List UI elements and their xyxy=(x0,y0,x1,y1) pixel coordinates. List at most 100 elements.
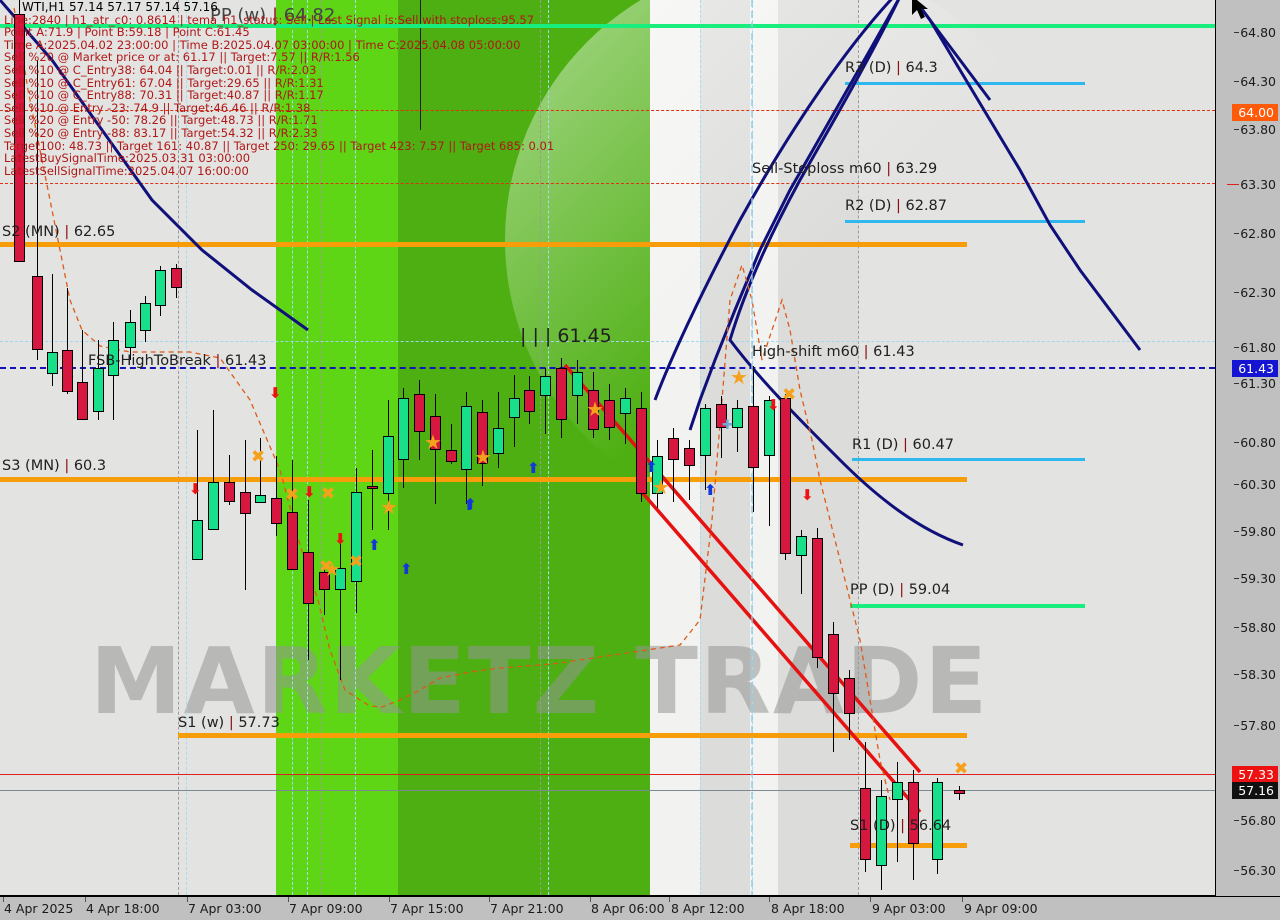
time-tick: 9 Apr 09:00 xyxy=(964,901,1038,916)
time-tick: 8 Apr 18:00 xyxy=(771,901,845,916)
price-tick: 58.30 xyxy=(1234,667,1276,682)
info-line: Time A:2025.04.02 23:00:00 | Time B:2025… xyxy=(4,37,521,52)
time-tick-sep xyxy=(962,897,963,902)
sell-arrow-icon: ⬇ xyxy=(189,480,202,498)
info-panel: WTI,H1 57.14 57.17 57.14 57.16 Line:2840… xyxy=(4,1,554,177)
price-tick: 61.80 xyxy=(1234,340,1276,355)
price-tick: 63.30 xyxy=(1227,177,1276,192)
time-tick-sep xyxy=(187,897,188,902)
info-line: LatestBuySignalTime:2025.03.31 03:00:00 xyxy=(4,151,251,166)
cross-marker-icon: ✖ xyxy=(319,557,334,577)
time-tick: 8 Apr 06:00 xyxy=(591,901,665,916)
label-s3-mn: S3 (MN) | 60.3 xyxy=(2,458,107,474)
buy-arrow-icon: ⬆ xyxy=(400,560,413,578)
level-line-pp-d xyxy=(850,604,1085,608)
star-marker-icon: ★ xyxy=(474,445,492,469)
star-marker-icon: ★ xyxy=(652,475,670,499)
time-tick: 7 Apr 15:00 xyxy=(390,901,464,916)
time-tick-sep xyxy=(669,897,670,902)
time-tick: 4 Apr 2025 xyxy=(4,901,74,916)
time-tick-sep xyxy=(769,897,770,902)
time-tick-sep xyxy=(389,897,390,902)
info-line: Sell %10 @ C_Entry61: 67.04 || Target:29… xyxy=(4,75,324,90)
mouse-pointer-icon xyxy=(912,0,928,19)
time-tick-sep xyxy=(590,897,591,902)
info-line: Line:2840 | h1_atr_c0: 0.8614 | tema_h1_… xyxy=(4,12,535,27)
price-tick: 57.80 xyxy=(1234,718,1276,733)
info-title: WTI,H1 57.14 57.17 57.14 57.16 xyxy=(22,0,218,14)
label-r3-d: R3 (D) | 64.3 xyxy=(845,60,938,76)
label-s1-d: S1 (D) | 56.64 xyxy=(850,818,952,834)
sell-arrow-icon: ⬇ xyxy=(269,384,282,402)
label-fsb-high-to-break: FSB-HighToBreak | 61.43 xyxy=(88,353,267,369)
sell-arrow-icon: ⬇ xyxy=(334,530,347,548)
star-marker-icon: ★ xyxy=(323,557,341,581)
time-tick-sep xyxy=(288,897,289,902)
buy-arrow-icon: ⬆ xyxy=(527,459,540,477)
time-axis[interactable]: 4 Apr 2025 4 Apr 18:00 7 Apr 03:00 7 Apr… xyxy=(0,896,1280,920)
price-tick: 61.30 xyxy=(1234,376,1276,391)
price-badge-stop-level: 57.33 xyxy=(1232,766,1278,783)
price-tick: 59.80 xyxy=(1234,524,1276,539)
info-line: Sell %20 @ Entry -50: 78.26 || Target:48… xyxy=(4,113,318,128)
price-tick: 63.80 xyxy=(1234,122,1276,137)
price-tick: 60.30 xyxy=(1234,477,1276,492)
label-pp-w: PP (w) | 64.82 xyxy=(210,5,336,26)
time-tick: 7 Apr 09:00 xyxy=(289,901,363,916)
star-marker-icon: ★ xyxy=(586,397,604,421)
info-line: Sell %10 @ C_Entry88: 70.31 || Target:40… xyxy=(4,88,324,103)
price-badge-fsb-level: 61.43 xyxy=(1232,360,1278,377)
time-tick: 7 Apr 21:00 xyxy=(490,901,564,916)
level-line-s3-mn xyxy=(0,477,967,482)
info-line: Sell %10 @ Entry -23: 74.9 || Target:46.… xyxy=(4,100,311,115)
time-tick: 9 Apr 03:00 xyxy=(872,901,946,916)
level-line-s1-d xyxy=(850,843,967,848)
price-tick: 56.80 xyxy=(1234,813,1276,828)
label-r2-d: R2 (D) | 62.87 xyxy=(845,198,948,214)
price-badge-last-price: 57.16 xyxy=(1232,782,1278,799)
price-tick: 62.80 xyxy=(1234,226,1276,241)
info-line: Sell %20 @ Entry -88: 83.17 || Target:54… xyxy=(4,125,318,140)
info-line: LatestSellSignalTime:2025.04.07 16:00:00 xyxy=(4,163,249,178)
label-point-c-annotation: | | | 61.45 xyxy=(520,325,612,347)
info-line: Point A:71.9 | Point B:59.18 | Point C:6… xyxy=(4,25,250,40)
level-line-sell-stoploss xyxy=(0,183,1215,184)
label-sell-stoploss-m60: Sell-Stoploss m60 | 63.29 xyxy=(752,161,938,177)
level-line-r3-d xyxy=(845,82,1085,85)
time-tick-sep xyxy=(3,897,4,902)
buy-arrow-icon: ⬆ xyxy=(463,496,476,514)
price-tick: 60.80 xyxy=(1234,435,1276,450)
sell-arrow-icon: ⬇ xyxy=(767,396,780,414)
info-line: Sell %20 @ Market price or at: 61.17 || … xyxy=(4,50,360,65)
buy-arrow-icon: ⬆ xyxy=(368,536,381,554)
price-tick: 62.30 xyxy=(1234,285,1276,300)
level-line-price-red xyxy=(0,774,1215,775)
cross-marker-icon: ✖ xyxy=(285,485,300,505)
buy-arrow-icon: ⬆ xyxy=(645,458,658,476)
chart-plot-area[interactable]: MARKETZ TRADE xyxy=(0,0,1216,896)
cross-marker-icon: ✖ xyxy=(251,447,266,467)
buy-arrow-icon: ⬆ xyxy=(464,495,477,513)
time-tick-sep xyxy=(870,897,871,902)
info-line: Target100: 48.73 || Target 161: 40.87 ||… xyxy=(4,138,555,153)
cursor-icon: ✚ xyxy=(722,418,733,433)
cross-marker-icon: ✖ xyxy=(349,552,364,572)
level-line-price-grey xyxy=(0,790,1215,791)
level-line-r1-d xyxy=(852,458,1085,461)
price-tick: 58.80 xyxy=(1234,620,1276,635)
info-line: Sell %10 @ C_Entry38: 64.04 || Target:0.… xyxy=(4,62,317,77)
level-line-s2-mn xyxy=(0,242,967,247)
time-tick: 4 Apr 18:00 xyxy=(86,901,160,916)
sell-arrow-icon: ⬇ xyxy=(801,486,814,504)
label-s2-mn: S2 (MN) | 62.65 xyxy=(2,224,116,240)
label-pp-d: PP (D) | 59.04 xyxy=(850,582,951,598)
price-tick: 64.80 xyxy=(1234,25,1276,40)
price-axis[interactable]: 64.80 64.30 64.00 63.80 63.30 62.80 62.3… xyxy=(1216,0,1280,896)
sell-arrow-icon: ⬇ xyxy=(303,483,316,501)
cross-marker-icon: ✖ xyxy=(782,385,797,405)
buy-arrow-icon: ⬆ xyxy=(704,481,717,499)
time-tick-sep xyxy=(85,897,86,902)
star-marker-icon: ★ xyxy=(424,430,442,454)
cross-marker-icon: ✖ xyxy=(954,759,969,779)
